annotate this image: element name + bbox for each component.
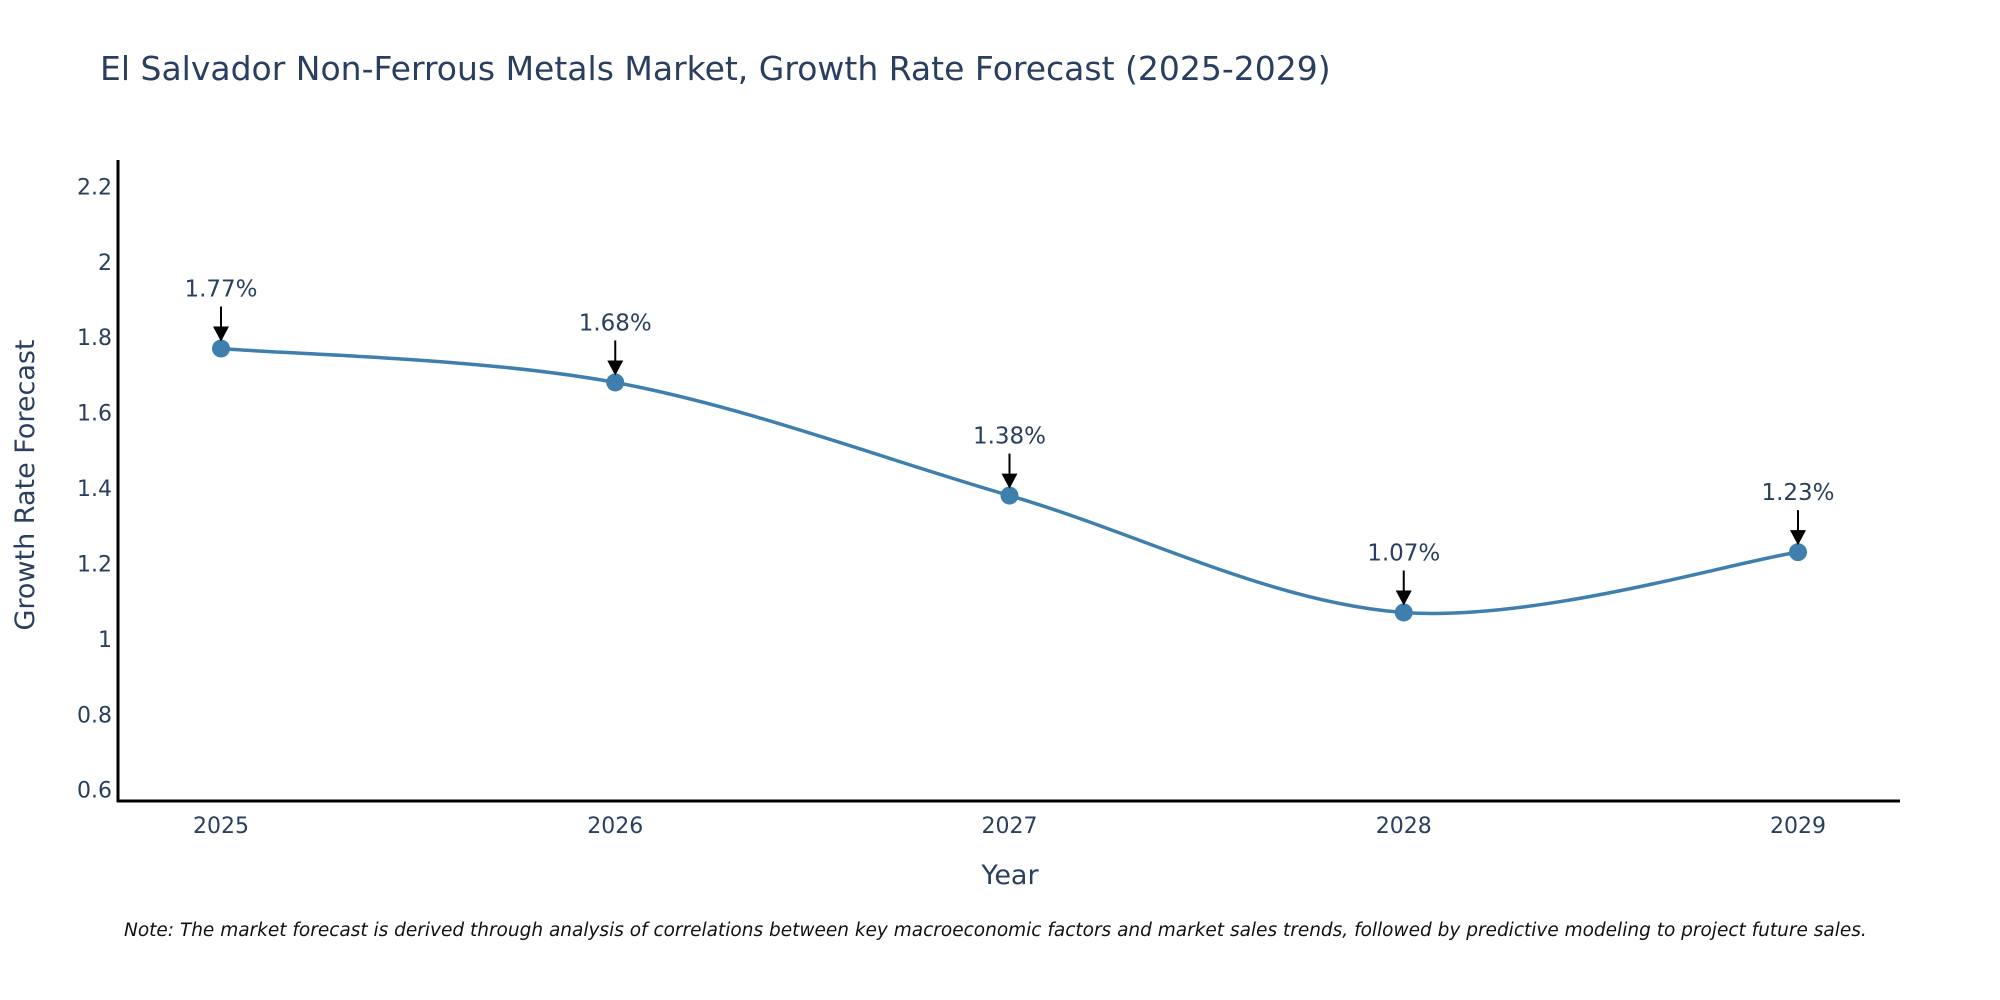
x-tick-label: 2027 [982,814,1038,839]
y-tick-label: 1.6 [77,402,112,427]
arrowhead-icon [1790,530,1806,546]
annotation-label: 1.07% [1367,540,1440,566]
arrowhead-icon [213,326,229,342]
annotation-label: 1.68% [579,310,652,336]
annotation-label: 1.23% [1761,480,1834,506]
x-tick-label: 2025 [193,814,249,839]
data-annotation: 1.38% [973,424,1046,489]
x-tick-label: 2026 [587,814,643,839]
x-tick-label: 2029 [1770,814,1826,839]
arrowhead-icon [1395,590,1412,606]
y-tick-label: 1.2 [77,552,112,577]
data-annotation: 1.23% [1761,480,1835,546]
data-point-marker[interactable] [212,339,230,358]
y-tick-label: 0.6 [77,779,112,804]
data-point-marker[interactable] [606,373,625,392]
y-tick-label: 2 [98,251,112,276]
y-tick-label: 2.2 [77,175,112,200]
data-annotation: 1.77% [184,277,258,342]
y-axis-ticks: 0.6 0.8 1 1.2 1.4 1.6 1.8 2 2.2 [77,175,112,803]
data-annotation: 1.07% [1367,540,1440,606]
y-tick-label: 1 [98,628,112,653]
annotation-label: 1.38% [973,424,1046,450]
x-axis-title: Year [980,860,1039,891]
y-axis-title: Growth Rate Forecast [10,339,41,630]
data-point-marker[interactable] [1000,486,1019,505]
annotations-layer: 1.77% 1.68% 1.38% 1.07% 1.23% [184,277,1835,606]
data-point-marker[interactable] [1394,603,1413,622]
footnote: Note: The market forecast is derived thr… [124,920,1867,941]
data-point-marker[interactable] [1789,543,1807,562]
series-layer [212,339,1807,622]
arrowhead-icon [607,360,624,376]
chart-title: El Salvador Non-Ferrous Metals Market, G… [100,49,1331,88]
x-tick-label: 2028 [1376,814,1432,839]
y-tick-label: 1.4 [77,477,112,502]
y-tick-label: 0.8 [77,703,112,728]
x-axis-ticks: 2025 2026 2027 2028 2029 [193,814,1826,839]
y-tick-label: 1.8 [77,326,112,351]
data-annotation: 1.68% [579,310,652,376]
arrowhead-icon [1001,473,1018,489]
annotation-label: 1.77% [184,277,257,303]
